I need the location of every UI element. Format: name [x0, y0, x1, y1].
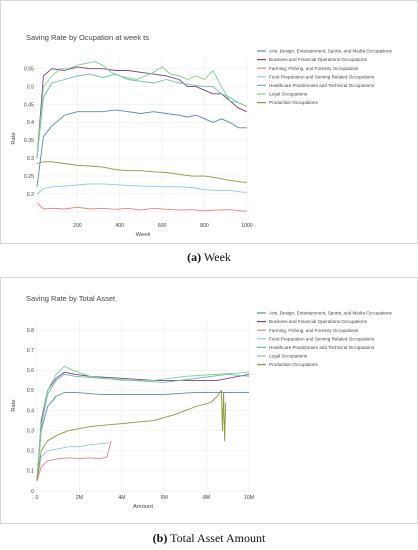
asset-legend: Arts, Design, Entertainment, Sports, and… — [257, 311, 393, 367]
asset-series-line-2 — [36, 371, 250, 481]
asset-series-line-4 — [36, 442, 110, 481]
asset-y-tick-label: 0.2 — [27, 449, 34, 455]
asset-x-tick-label: 10M — [244, 495, 254, 501]
week-y-tick-label: 0.35 — [24, 138, 34, 144]
week-y-tick-label: 0.25 — [24, 174, 34, 180]
week-series-line-4 — [36, 183, 247, 195]
asset-legend-item[interactable]: Business and Financial Operations Occupa… — [269, 319, 368, 324]
week-series-line-3 — [36, 202, 247, 212]
week-y-tick-label: 0.55 — [24, 67, 34, 73]
asset-y-tick-label: 0.8 — [27, 328, 34, 334]
asset-series-line-7 — [36, 389, 227, 481]
asset-legend-item[interactable]: Legal Occupations — [269, 354, 308, 359]
asset-series-line-5 — [36, 373, 250, 481]
asset-gridlines — [36, 320, 250, 492]
week-series-line-6 — [36, 61, 248, 159]
week-legend-item[interactable]: Food Preparation and Serving Related Occ… — [269, 74, 375, 79]
week-x-axis-label: Week — [136, 232, 151, 238]
week-chart-title: Saving Rate by Ocupation at week ts — [26, 33, 149, 42]
asset-y-tick-label: 0.5 — [27, 388, 34, 394]
week-x-tick-label: 200 — [73, 223, 82, 229]
asset-chart-panel: Saving Rate by Total Asset 0 0.1 0.2 0.3 0.4 0… — [0, 277, 418, 524]
asset-legend-item[interactable]: Healthcare Practitioners and Technical O… — [269, 345, 375, 350]
week-gridlines — [37, 58, 249, 219]
asset-legend-item[interactable]: Food Preparation and Serving Related Occ… — [269, 336, 375, 341]
week-y-tick-label: 0.2 — [27, 192, 34, 198]
asset-series-line-3 — [36, 440, 112, 482]
week-legend-item[interactable]: Arts, Design, Entertainment, Sports, and… — [269, 49, 393, 54]
asset-y-axis-label: Rate — [11, 399, 17, 411]
week-y-tick-label: 0.3 — [27, 156, 34, 162]
week-series-line-5 — [36, 73, 248, 159]
week-x-tick-label: 800 — [200, 223, 209, 229]
asset-legend-item[interactable]: Farming, Fishing, and Forestry Occupatio… — [269, 328, 359, 333]
asset-y-tick-label: 0 — [31, 489, 34, 495]
week-legend-item[interactable]: Production Occupations — [269, 100, 318, 105]
week-legend-item[interactable]: Business and Financial Operations Occupa… — [269, 57, 368, 62]
caption-asset-label: (b) — [152, 531, 168, 545]
asset-x-tick-label: 0 — [36, 495, 39, 501]
asset-y-tick-label: 0.7 — [27, 348, 34, 354]
asset-x-tick-label: 6M — [161, 495, 168, 501]
asset-x-tick-label: 4M — [118, 495, 125, 501]
week-legend-item[interactable]: Farming, Fishing, and Forestry Occupatio… — [269, 66, 359, 71]
caption-week-label: (a) — [187, 250, 202, 264]
asset-series-line-6 — [36, 365, 250, 481]
week-legend-item[interactable]: Legal Occupations — [269, 92, 308, 97]
asset-x-tick-label: 2M — [76, 495, 83, 501]
asset-x-tick-label: 8M — [203, 495, 210, 501]
caption-week: (a) Week — [0, 250, 418, 265]
week-x-tick-label: 1000 — [241, 223, 253, 229]
week-chart: Saving Rate by Ocupation at week ts 0.2 0.… — [11, 33, 393, 238]
asset-x-axis-label: Amount — [133, 504, 153, 510]
asset-y-tick-label: 0.1 — [27, 469, 34, 475]
asset-y-tick-label: 0.6 — [27, 368, 34, 374]
caption-week-text: Week — [203, 250, 231, 264]
week-chart-panel: Saving Rate by Ocupation at week ts 0.2 0.… — [0, 0, 418, 244]
week-y-tick-label: 0.5 — [27, 84, 34, 90]
week-series-line-2 — [36, 66, 248, 159]
asset-chart: Saving Rate by Total Asset 0 0.1 0.2 0.3 0.4 0… — [11, 294, 393, 510]
caption-asset: (b) Total Asset Amount — [0, 531, 418, 546]
asset-series-line-1 — [36, 391, 249, 481]
asset-y-tick-label: 0.3 — [27, 428, 34, 434]
week-series-line-7 — [36, 161, 247, 183]
asset-y-tick-label: 0.4 — [27, 408, 34, 414]
asset-legend-item[interactable]: Production Occupations — [269, 362, 318, 367]
week-x-tick-label: 400 — [115, 223, 124, 229]
week-y-tick-label: 0.4 — [27, 120, 34, 126]
week-legend: Arts, Design, Entertainment, Sports, and… — [257, 49, 393, 105]
asset-chart-title: Saving Rate by Total Asset — [26, 294, 116, 303]
caption-asset-text: Total Asset Amount — [170, 531, 266, 545]
week-series-line-1 — [36, 109, 247, 187]
week-x-tick-label: 600 — [158, 223, 167, 229]
week-y-axis-label: Rate — [11, 132, 17, 144]
week-y-tick-label: 0.45 — [24, 102, 34, 108]
asset-legend-item[interactable]: Arts, Design, Entertainment, Sports, and… — [269, 311, 393, 316]
week-legend-item[interactable]: Healthcare Practitioners and Technical O… — [269, 83, 375, 88]
